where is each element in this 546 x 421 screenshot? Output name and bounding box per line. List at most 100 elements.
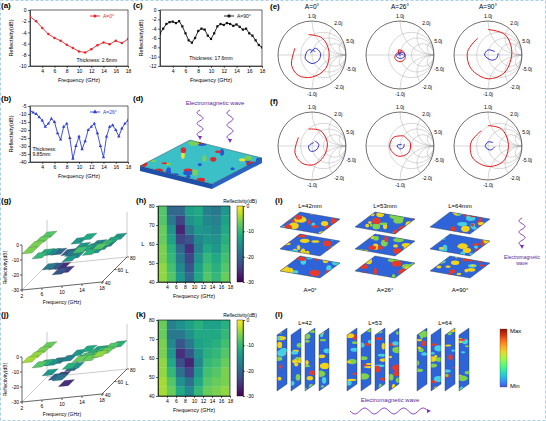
smith-plot [366, 78, 468, 214]
heat-cell [194, 244, 203, 254]
z-axis-title: Reflectivity(dB) [2, 362, 8, 396]
reactance-tick-label: -5.0j [522, 66, 532, 72]
surface-cell [52, 374, 68, 381]
field-blob [434, 345, 443, 351]
data-point [96, 131, 99, 134]
plate-pattern [374, 330, 389, 393]
heat-cell [176, 273, 185, 283]
y-tick-label: -25 [19, 135, 26, 141]
field-blob [150, 173, 160, 176]
x-tick: 6 [185, 66, 188, 74]
z-tick-label: -10 [12, 257, 19, 263]
y-axis-title: L [126, 380, 129, 386]
heat-cell [185, 244, 194, 254]
y-axis: 0-2-4-6-8-10-12 [149, 7, 160, 69]
field-blob [398, 226, 407, 231]
data-point [74, 144, 77, 147]
line-chart: 46810121416180-2-4-6-8-10-12Frequency (G… [138, 7, 265, 82]
colorbar-tick: 0 [243, 317, 250, 323]
field-blob [374, 366, 380, 373]
reactance-tick-label: 5.0j [434, 38, 442, 44]
data-point [210, 38, 212, 40]
plate-outline [355, 256, 415, 278]
reactance-tick-label: 5.0j [346, 129, 354, 135]
field-blob [295, 215, 302, 220]
smith-outline [366, 21, 434, 89]
field-blob [323, 241, 332, 247]
field-blob [368, 247, 372, 249]
colorbar-tick-label: -20 [247, 368, 254, 374]
y-tick-mark [28, 162, 30, 163]
plate-pattern [137, 139, 266, 184]
heat-cell [221, 206, 230, 216]
plate-outline [459, 328, 469, 391]
field-blob [358, 356, 367, 360]
smith-plot [278, 78, 380, 214]
y-axis-line [158, 321, 159, 397]
reactance-tick-label: -1.0j [483, 182, 493, 188]
real-axis [278, 55, 346, 56]
field-blob [345, 333, 354, 338]
field-blob [447, 332, 451, 335]
plate-pattern [277, 254, 342, 280]
surface-cell [52, 268, 68, 275]
reactance-tick-label: -1.0j [395, 182, 405, 188]
data-point [53, 120, 56, 123]
x-tick-label: 4 [41, 164, 44, 170]
heat-cell [212, 225, 221, 235]
data-point [207, 35, 209, 37]
x-tick-label: 6 [185, 68, 188, 74]
label-background [188, 55, 233, 62]
smith-background [366, 112, 434, 180]
y-tick-label: 80 [130, 255, 136, 261]
scale-label: Min [510, 383, 520, 389]
field-blob [439, 247, 444, 250]
plot-area [30, 109, 128, 160]
smith-chart: 1.0j2.0j5.0j-5.0j-2.0j-1.0j [366, 78, 468, 214]
field-blob [274, 357, 282, 362]
field-blob [303, 365, 311, 367]
data-point [59, 138, 62, 141]
plate [319, 328, 329, 391]
x-tick-label: 4 [172, 68, 175, 74]
plate-pattern [315, 327, 330, 388]
heat-cell [167, 377, 176, 387]
colorbar-tick-mark [243, 206, 245, 207]
field-blob [473, 232, 482, 236]
field-blob [239, 158, 246, 161]
reactance-tick-label: -5.0j [434, 157, 444, 163]
heat-cell [203, 387, 212, 397]
y-tick: -8 [152, 44, 160, 50]
field-blob [322, 377, 326, 384]
y-tick-label: 60 [118, 379, 124, 385]
reactance-tick-label: -1.0j [395, 91, 405, 97]
y-tick-label: 60 [149, 241, 155, 247]
plate [280, 234, 340, 256]
heat-cell [167, 206, 176, 216]
colorbar-tick-mark [243, 282, 245, 283]
field-blob [387, 255, 395, 258]
field-blob [198, 163, 202, 166]
colorbar-tick-label: -10 [247, 228, 254, 234]
smith-outline [278, 21, 346, 89]
heat-cell [203, 320, 212, 330]
angle-label: A=90° [452, 287, 469, 293]
heat-cell [185, 358, 194, 368]
field-blob [327, 247, 335, 254]
data-point [126, 118, 128, 121]
x-tick-label: 14 [234, 68, 240, 74]
z-tick-label: -20 [12, 384, 19, 390]
field-blob [421, 352, 427, 355]
z-tick-mark [20, 372, 22, 373]
field-blob [148, 139, 154, 144]
x-tick-label: 12 [201, 398, 207, 404]
plate-outline [319, 328, 329, 391]
field-blob [352, 341, 361, 344]
data-point [121, 42, 124, 45]
x-tick-label: 4 [41, 68, 44, 74]
length-label: L=53mm [373, 203, 397, 209]
field-blob [246, 161, 257, 166]
surface-cell [28, 241, 44, 248]
y-tick-label: 50 [149, 374, 155, 380]
heat-cell [176, 263, 185, 273]
